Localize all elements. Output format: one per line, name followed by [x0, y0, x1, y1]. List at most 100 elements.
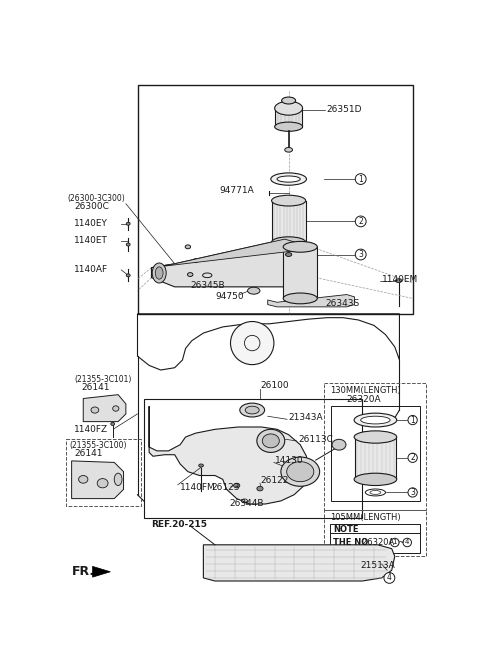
Circle shape: [355, 216, 366, 227]
Text: 26100: 26100: [260, 381, 288, 390]
Circle shape: [408, 453, 417, 463]
Bar: [330, 524, 420, 553]
Circle shape: [391, 538, 399, 547]
Bar: [324, 510, 426, 557]
Text: 1140FZ: 1140FZ: [74, 425, 108, 434]
Text: 26113C: 26113C: [299, 435, 334, 443]
Ellipse shape: [193, 259, 198, 263]
Ellipse shape: [188, 272, 193, 276]
Polygon shape: [152, 239, 316, 268]
Ellipse shape: [97, 478, 108, 488]
Circle shape: [408, 488, 417, 497]
Ellipse shape: [111, 422, 115, 426]
Circle shape: [408, 415, 417, 424]
Ellipse shape: [282, 97, 296, 104]
Text: 1140ET: 1140ET: [74, 236, 108, 245]
Text: 21513A: 21513A: [360, 561, 396, 570]
Bar: [355, 437, 396, 480]
Text: 21343A: 21343A: [288, 413, 323, 422]
Bar: [331, 406, 420, 501]
Bar: [283, 247, 317, 299]
Text: 26345B: 26345B: [190, 281, 225, 290]
Text: 1140EM: 1140EM: [382, 274, 418, 284]
Text: NOTE: NOTE: [333, 525, 358, 534]
Ellipse shape: [396, 279, 402, 283]
Text: (21355-3C101): (21355-3C101): [74, 375, 132, 384]
Text: 26343S: 26343S: [325, 299, 360, 309]
Text: 26123: 26123: [211, 482, 240, 492]
Polygon shape: [72, 461, 123, 499]
Ellipse shape: [257, 429, 285, 453]
Ellipse shape: [285, 147, 292, 152]
Polygon shape: [268, 295, 355, 307]
Bar: [66, 440, 142, 506]
Ellipse shape: [281, 457, 320, 486]
Text: (21355-3C100): (21355-3C100): [69, 441, 127, 450]
Ellipse shape: [114, 473, 122, 486]
Ellipse shape: [271, 173, 306, 185]
Text: 94750: 94750: [215, 292, 244, 301]
Ellipse shape: [272, 195, 306, 206]
Text: 1: 1: [393, 540, 397, 545]
Ellipse shape: [277, 176, 300, 182]
Text: 1: 1: [359, 174, 363, 184]
Text: REF.20-215: REF.20-215: [152, 520, 207, 528]
Text: 105MM(LENGTH): 105MM(LENGTH): [330, 513, 400, 522]
Ellipse shape: [79, 476, 88, 483]
Ellipse shape: [283, 241, 317, 252]
Text: (26300-3C300): (26300-3C300): [68, 194, 125, 203]
Text: 4: 4: [405, 540, 409, 545]
Polygon shape: [149, 406, 308, 504]
Ellipse shape: [248, 288, 260, 294]
Text: 4: 4: [387, 573, 392, 582]
Text: FR.: FR.: [72, 565, 95, 578]
Text: 1140FM: 1140FM: [180, 482, 216, 492]
Ellipse shape: [199, 464, 204, 467]
Ellipse shape: [283, 293, 317, 304]
Text: 3: 3: [410, 488, 415, 497]
Bar: [272, 201, 306, 242]
Ellipse shape: [113, 406, 119, 411]
Bar: [324, 383, 426, 510]
Text: 94771A: 94771A: [219, 186, 253, 195]
Text: 26320A: 26320A: [347, 395, 382, 404]
Text: 26300C: 26300C: [74, 202, 109, 211]
Ellipse shape: [126, 274, 130, 277]
Ellipse shape: [234, 483, 240, 488]
Text: 1140EY: 1140EY: [74, 219, 108, 228]
Ellipse shape: [185, 245, 191, 249]
Text: 3: 3: [358, 250, 363, 259]
Ellipse shape: [126, 243, 130, 246]
Circle shape: [230, 322, 274, 365]
Ellipse shape: [275, 101, 302, 115]
Ellipse shape: [152, 263, 166, 283]
Circle shape: [384, 572, 395, 583]
Ellipse shape: [275, 122, 302, 132]
Ellipse shape: [354, 473, 397, 486]
Polygon shape: [152, 239, 316, 287]
Text: 26344B: 26344B: [229, 499, 264, 509]
Ellipse shape: [354, 413, 397, 427]
Text: 1140AF: 1140AF: [74, 265, 108, 274]
Text: 26122: 26122: [260, 476, 288, 486]
Ellipse shape: [245, 406, 259, 414]
Polygon shape: [204, 545, 395, 581]
Text: 26141: 26141: [74, 449, 102, 459]
Text: 26351D: 26351D: [326, 105, 362, 114]
Bar: [276, 108, 302, 127]
Bar: [144, 399, 362, 518]
Ellipse shape: [262, 434, 279, 448]
Text: 26320A :: 26320A :: [362, 538, 400, 547]
Text: 2: 2: [359, 217, 363, 226]
Polygon shape: [83, 395, 126, 422]
Circle shape: [403, 538, 411, 547]
Text: 1: 1: [410, 416, 415, 424]
Ellipse shape: [91, 407, 99, 413]
Text: 14130: 14130: [276, 457, 304, 465]
Ellipse shape: [126, 222, 130, 225]
Ellipse shape: [257, 486, 263, 491]
Ellipse shape: [332, 440, 346, 450]
Ellipse shape: [354, 431, 397, 443]
Circle shape: [355, 249, 366, 260]
Bar: [137, 85, 413, 314]
